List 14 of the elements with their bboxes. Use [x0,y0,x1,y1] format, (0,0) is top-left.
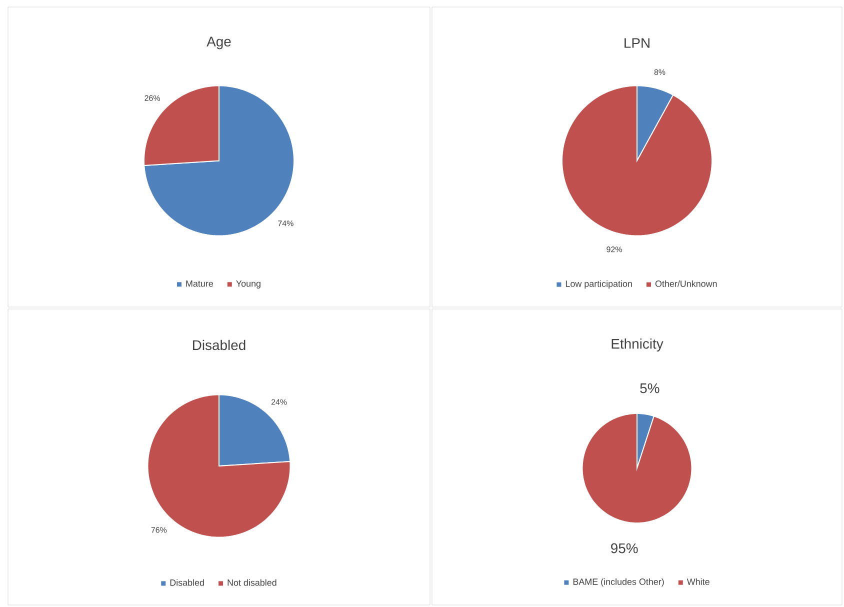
legend-label: Disabled [170,579,204,586]
legend-label: BAME (includes Other) [573,578,664,587]
legend-label: Other/Unknown [655,280,717,287]
legend-label: Young [236,280,260,289]
data-label: 95% [611,543,638,554]
legend-label: Mature [186,280,214,287]
chart-title: LPN [624,38,650,48]
data-label: 5% [640,383,660,394]
chart-title: Disabled [193,340,246,350]
legend-label: Not disabled [228,579,276,586]
chart-title: Age [206,36,231,50]
chart-title: Ethnicity [612,338,664,352]
legend-label: White [686,578,710,585]
legend-label: Low participation [566,280,632,289]
